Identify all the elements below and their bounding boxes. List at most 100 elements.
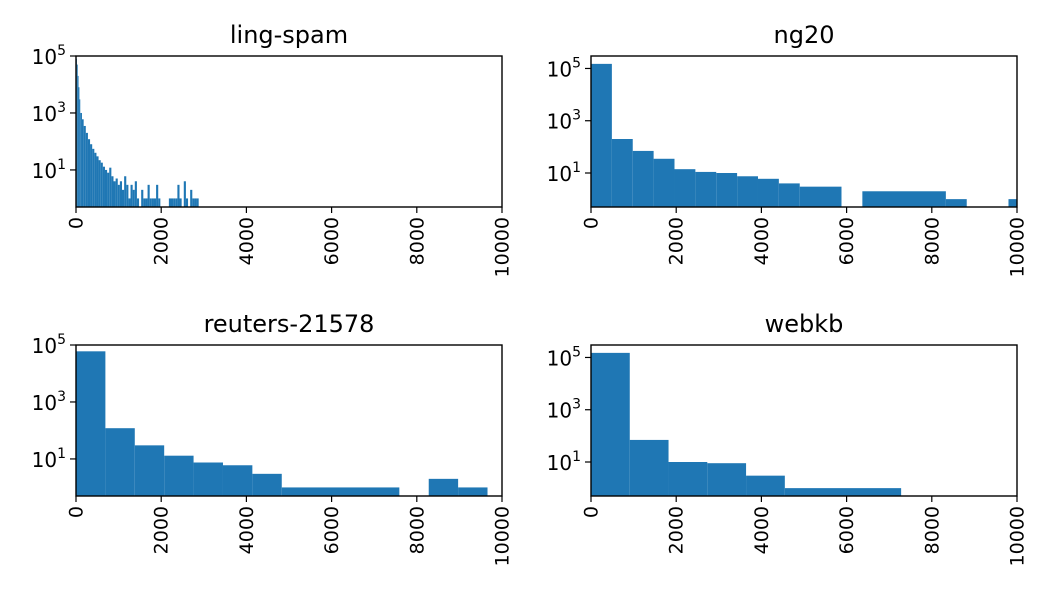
histogram-bar	[945, 199, 967, 207]
x-tick-label: 2000	[666, 217, 688, 265]
axes-frame	[590, 344, 1018, 497]
x-tick-label: 8000	[406, 217, 428, 265]
histogram-bar	[122, 189, 125, 207]
histogram-bar	[281, 487, 400, 496]
histogram-bar	[76, 351, 106, 496]
y-tick-label: 101	[32, 157, 66, 183]
histogram-bar	[428, 478, 459, 496]
histogram-bar	[737, 176, 758, 207]
histogram-bar	[77, 75, 79, 207]
histogram-bar	[611, 139, 633, 207]
x-tick-label: 10000	[1007, 217, 1029, 277]
histogram-bar	[458, 487, 488, 496]
x-tick-label: 4000	[236, 217, 258, 265]
x-tick-label: 10000	[1007, 506, 1029, 566]
x-tick-label: 2000	[151, 217, 173, 265]
histogram-bar	[194, 198, 197, 207]
x-tick-label: 4000	[236, 506, 258, 554]
x-tick-label: 0	[66, 217, 88, 229]
histogram-bar	[126, 184, 129, 207]
histogram-bar	[716, 173, 738, 207]
histogram-bar	[81, 119, 84, 207]
histogram-bar	[177, 184, 180, 207]
histogram-bar	[113, 181, 116, 207]
axes-frame	[75, 55, 503, 208]
x-tick-label: 8000	[921, 506, 943, 554]
x-tick-label: 4000	[751, 217, 773, 265]
subplot-webkb: webkb 0 2000 4000 6000 8000 10000 101 103 105	[547, 310, 1029, 566]
histogram-bar	[1008, 199, 1017, 207]
histogram-bar	[141, 189, 144, 207]
subplot-ng20: ng20 0 2000 4000 6000 8000 10000 101 103 105	[547, 21, 1029, 277]
histogram-bar	[79, 99, 81, 207]
histogram-bar	[119, 181, 123, 207]
histogram-bar	[192, 198, 195, 207]
x-tick-label: 8000	[406, 506, 428, 554]
y-tick-label: 103	[547, 397, 581, 423]
y-tick-label: 103	[32, 389, 66, 415]
histogram-bar	[117, 184, 120, 207]
y-tick-label: 103	[547, 108, 581, 134]
subplot-title: ng20	[774, 21, 835, 49]
x-tick-label: 6000	[836, 506, 858, 554]
histogram-bar	[171, 198, 174, 207]
histogram-bar	[164, 455, 194, 496]
y-tick-label: 101	[547, 160, 581, 186]
x-tick-label: 8000	[921, 217, 943, 265]
y-tick-label: 103	[32, 100, 66, 126]
histogram-bar	[757, 178, 779, 207]
histogram-bar	[179, 198, 182, 207]
histogram-bar	[134, 181, 137, 207]
histogram-bar	[83, 125, 86, 207]
histogram-bar	[85, 132, 88, 207]
subplot-ling-spam: ling-spam 0 2000 4000 6000 8000 10000 101 103 105	[32, 21, 514, 277]
histogram-bar	[185, 198, 189, 207]
histogram-bar	[128, 198, 131, 207]
histogram-bar	[222, 465, 253, 496]
subplot-title: reuters-21578	[204, 310, 375, 338]
histogram-bar	[107, 172, 110, 207]
histogram-bar	[143, 198, 146, 207]
subplot-reuters-21578: reuters-21578 0 2000 4000 6000 8000 10000 101 10…	[32, 310, 514, 566]
x-tick-label: 6000	[321, 506, 343, 554]
axes-frame	[590, 55, 1018, 208]
histogram-bar	[784, 488, 902, 496]
x-tick-label: 2000	[151, 506, 173, 554]
histogram-bar	[130, 184, 133, 207]
histogram-bar	[87, 139, 91, 207]
histogram-bar	[134, 445, 165, 496]
histogram-bar	[115, 178, 118, 207]
y-tick-label: 101	[32, 446, 66, 472]
histogram-bar	[124, 176, 127, 207]
x-tick-label: 0	[581, 506, 603, 518]
histogram-bar	[173, 198, 176, 207]
histogram-bar	[92, 148, 95, 207]
histogram-bar	[156, 184, 159, 207]
histogram-bar	[136, 198, 140, 207]
histogram-bar	[252, 473, 282, 496]
histogram-bar	[591, 63, 612, 208]
subplot-title: webkb	[765, 310, 844, 338]
y-tick-label: 105	[32, 43, 66, 69]
x-tick-label: 0	[66, 506, 88, 518]
axes-frame	[75, 344, 503, 497]
x-tick-label: 6000	[321, 217, 343, 265]
histogram-bar	[629, 439, 669, 496]
histogram-bar	[168, 198, 171, 207]
subplot-title: ling-spam	[230, 21, 348, 49]
y-tick-label: 105	[547, 344, 581, 370]
x-tick-label: 2000	[666, 506, 688, 554]
histogram-bar	[175, 198, 178, 207]
x-tick-label: 4000	[751, 506, 773, 554]
histogram-bar	[707, 463, 747, 496]
histogram-bar	[105, 428, 135, 496]
histogram-bar	[193, 462, 223, 496]
histogram-bar	[149, 198, 152, 207]
histogram-bar	[632, 150, 654, 207]
histogram-bar	[158, 198, 161, 207]
histogram-bar	[145, 198, 148, 207]
histogram-bar	[151, 198, 154, 207]
x-tick-label: 10000	[492, 217, 514, 277]
histogram-bar	[104, 169, 108, 207]
